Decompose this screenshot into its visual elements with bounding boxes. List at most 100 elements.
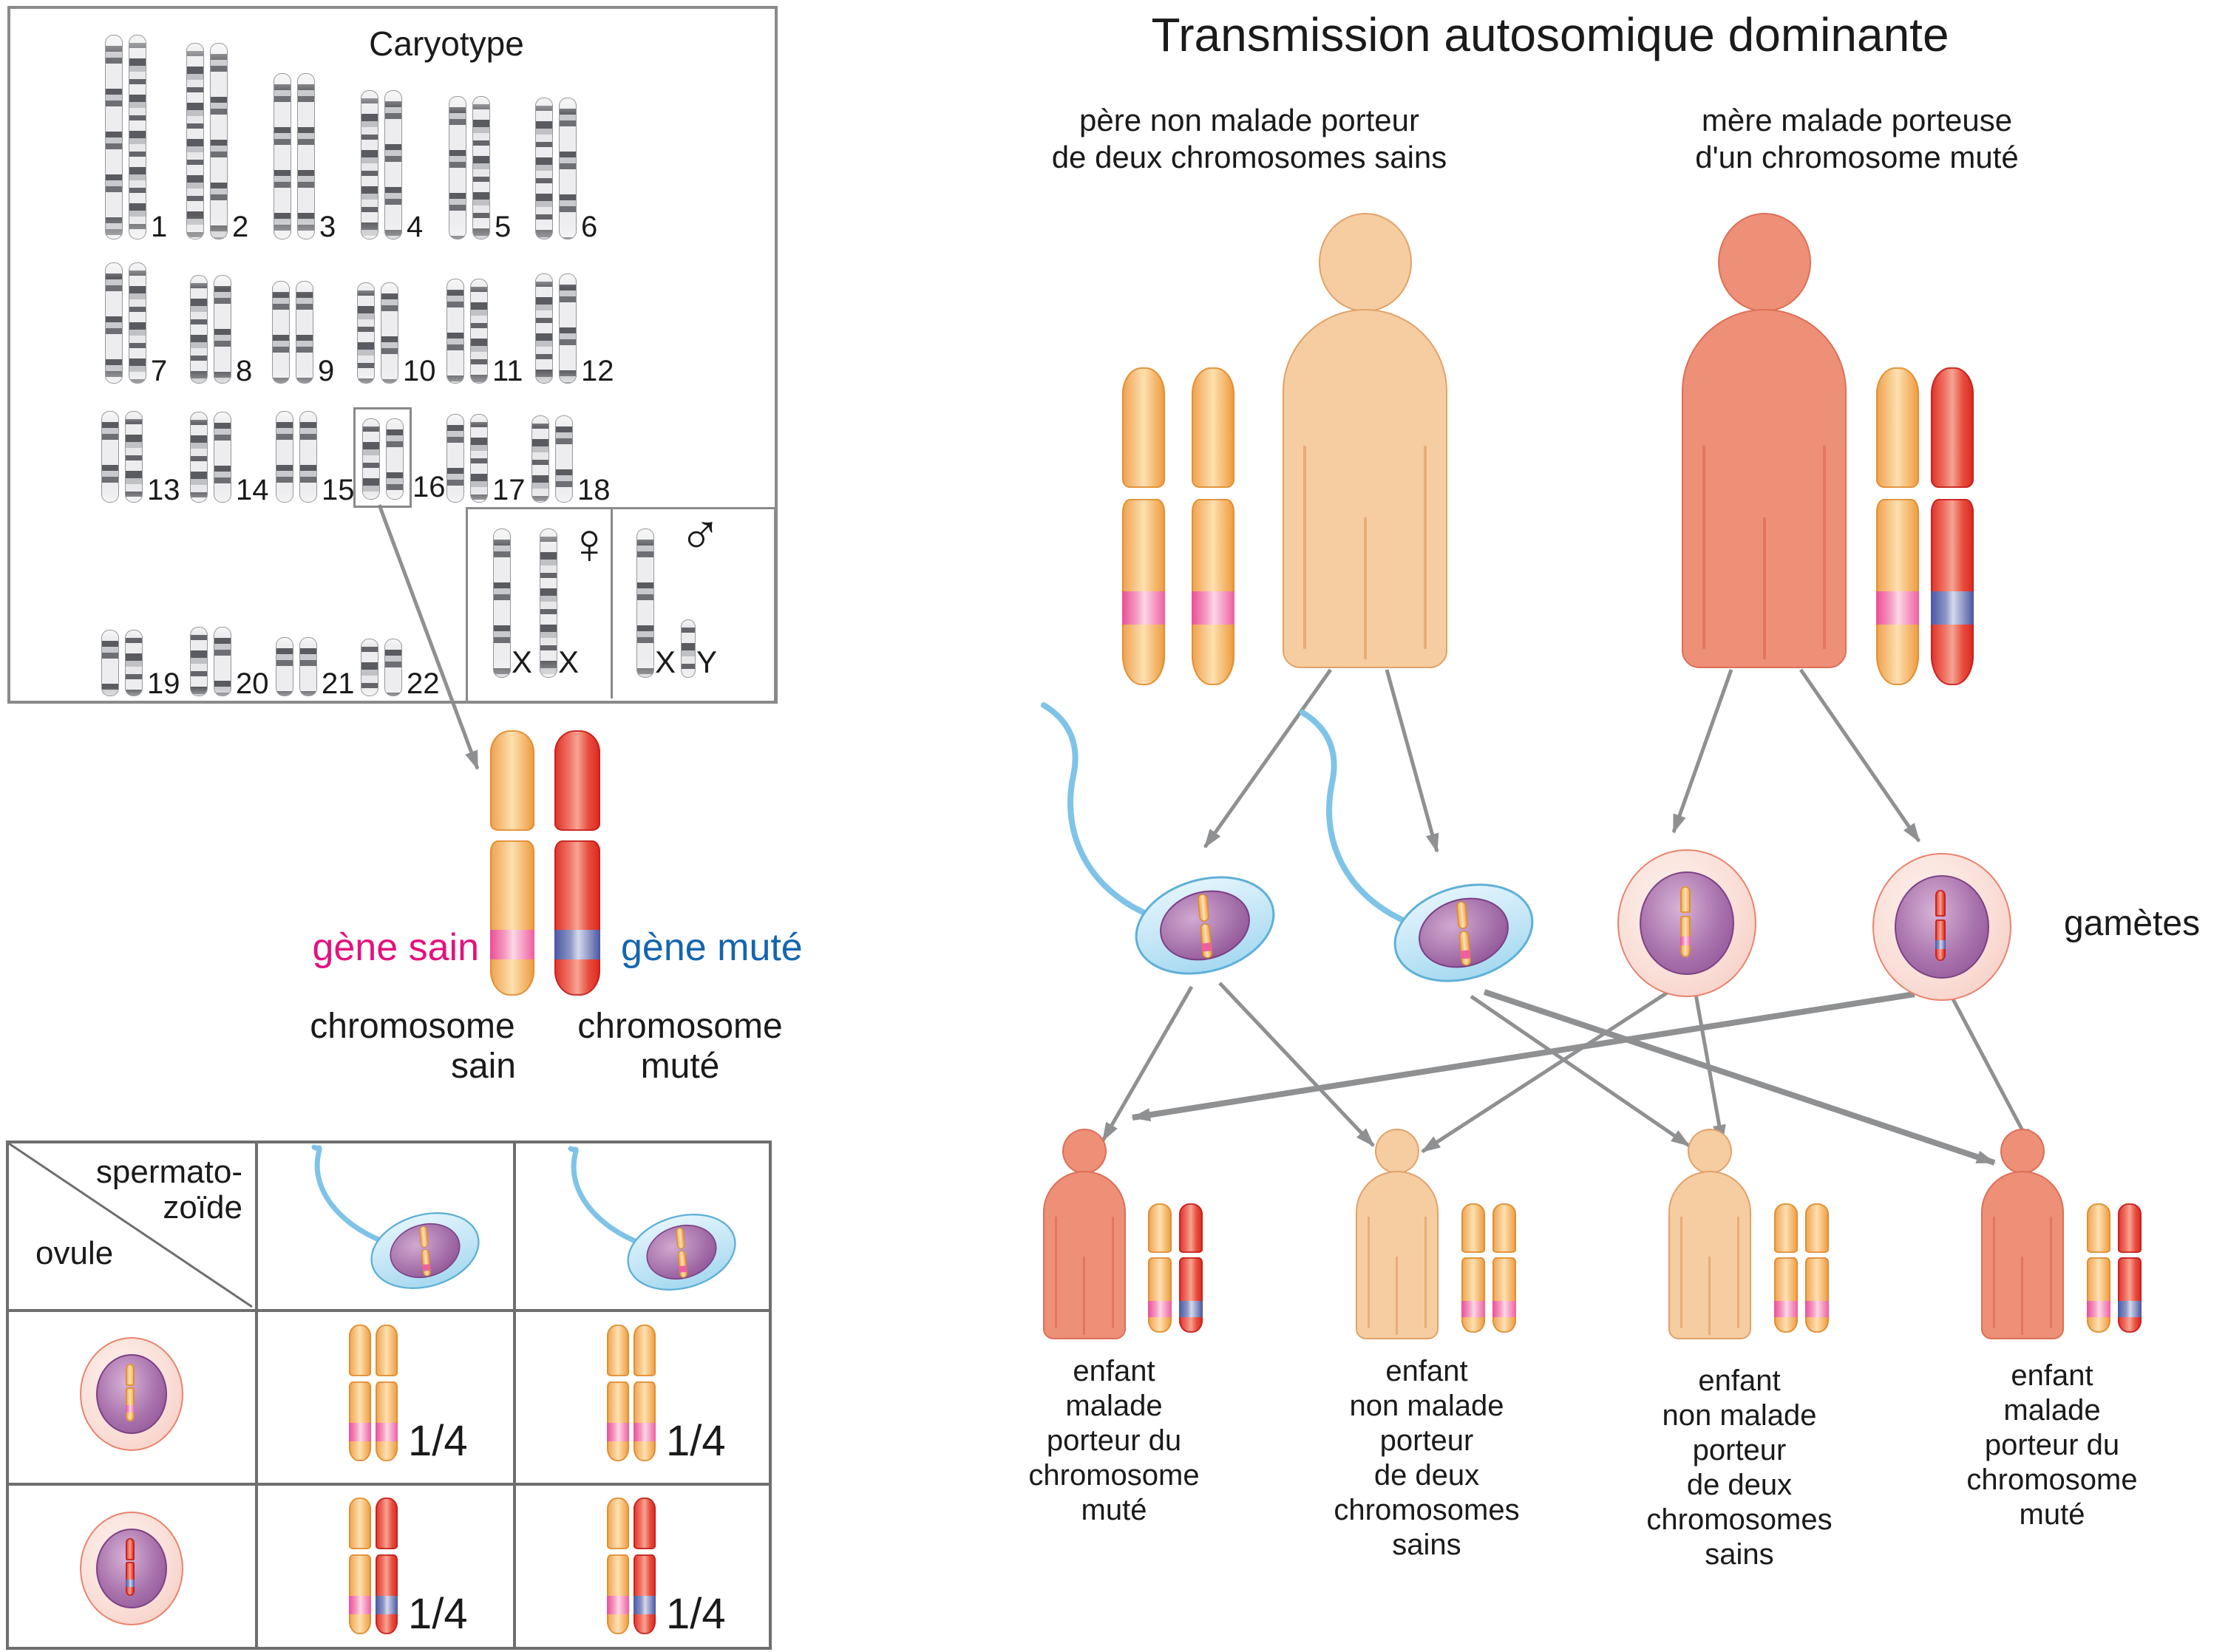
outcome-chromosome	[349, 1325, 371, 1461]
table-hline-1	[6, 1309, 772, 1312]
pair-number: 8	[236, 355, 253, 387]
pair-number: 12	[581, 355, 614, 387]
label-line: sain	[450, 1047, 516, 1086]
arm	[1122, 367, 1165, 489]
caption-line: porteur	[1692, 1434, 1787, 1466]
outcome-chromosome	[607, 1325, 629, 1461]
father-chromosome-2	[1192, 367, 1234, 685]
chromosome-glyph	[446, 414, 464, 503]
karyotype-panel: Caryotype	[7, 6, 778, 704]
arm	[1680, 915, 1691, 957]
arm	[349, 1498, 371, 1550]
punnett-square	[6, 1141, 772, 1650]
healthy-gene-band	[1774, 1301, 1798, 1317]
arm	[1805, 1203, 1829, 1253]
figure-body	[1668, 1171, 1751, 1339]
outcome-chromosome	[349, 1498, 371, 1634]
karyotype-pair-18: 18	[531, 415, 611, 506]
arm-line	[1303, 446, 1306, 649]
y-label: Y	[696, 645, 718, 679]
chromosome-glyph	[299, 637, 317, 696]
arm	[376, 1554, 398, 1634]
arm	[607, 1325, 629, 1377]
chromosome-glyph	[101, 411, 119, 503]
chromosome-glyph	[276, 637, 293, 696]
figure-body	[1682, 309, 1847, 668]
figure-head	[1375, 1129, 1419, 1174]
chromosome-glyph	[446, 279, 464, 384]
chromosome-glyph	[535, 98, 553, 239]
arm	[607, 1498, 629, 1550]
child1-figure	[1043, 1129, 1126, 1339]
child1-caption: enfant malade porteur du chromosome muté	[974, 1354, 1254, 1528]
chromosome16-highlight-box	[353, 407, 412, 508]
chromosome-glyph	[361, 639, 378, 696]
pair-number: 10	[403, 355, 436, 387]
mutated-gene-band	[1931, 591, 1974, 625]
chromosome-glyph	[186, 43, 204, 239]
spermatozoide-header: spermato- zoïde	[44, 1155, 242, 1226]
chromosome-glyph	[540, 528, 557, 678]
pair-number: 1	[151, 211, 168, 243]
sperm-tail	[1300, 710, 1415, 927]
caption-line: enfant	[1073, 1355, 1155, 1387]
egg2-to-child4-arrow	[1949, 995, 2034, 1149]
chromosome-glyph	[272, 281, 290, 384]
child1-chromosome-healthy	[1148, 1203, 1172, 1333]
pair-number: 7	[151, 355, 168, 387]
mother-to-egg2-arrow	[1799, 668, 1921, 843]
caption-line: non malade	[1662, 1399, 1817, 1432]
chromosome-glyph	[470, 414, 488, 503]
child4-caption: enfant malade porteur du chromosome muté	[1912, 1359, 2193, 1532]
arm	[1148, 1257, 1172, 1333]
arm-line	[1737, 1217, 1739, 1328]
caption-line: malade	[1065, 1390, 1163, 1422]
chromosome-bottom-arm	[490, 840, 534, 996]
healthy-gene-band	[1805, 1301, 1829, 1317]
caption-line: chromosome	[1028, 1459, 1200, 1492]
arm	[634, 1498, 656, 1550]
arm-line	[1424, 1217, 1427, 1328]
egg2-to-child1-arrow	[1131, 991, 1915, 1122]
table-hline-2	[6, 1483, 772, 1486]
ovule-header: ovule	[35, 1235, 114, 1271]
gene-mute-label: gène muté	[621, 926, 803, 969]
sperm1-to-child1-arrow	[1101, 985, 1194, 1142]
arm	[376, 1325, 398, 1377]
arm	[1774, 1203, 1798, 1253]
chromosome-glyph	[214, 275, 231, 384]
karyotype-pair-11: 11	[446, 279, 523, 387]
enlarged-mutated-chromosome	[554, 730, 600, 996]
mutated-gene-band	[126, 1580, 135, 1587]
fraction-label: 1/4	[666, 1590, 726, 1638]
karyotype-pair-12: 12	[535, 273, 614, 387]
pair-number: 5	[495, 211, 512, 243]
child3-chromosome-2	[1805, 1203, 1829, 1333]
arm	[376, 1381, 398, 1461]
karyotype-title: Caryotype	[369, 24, 524, 63]
chromosome-glyph	[449, 96, 466, 239]
chromosome-glyph	[125, 411, 143, 503]
pair-number: 14	[236, 474, 269, 506]
sperm2-to-child3-arrow	[1470, 994, 1691, 1148]
karyotype-pair-16: 16	[362, 418, 446, 503]
karyotype-pair-20: 20	[190, 627, 269, 700]
egg1-to-child2-arrow	[1421, 988, 1672, 1154]
arm	[2118, 1257, 2142, 1333]
chromosome-glyph	[274, 73, 291, 239]
chromosome-glyph	[190, 412, 208, 503]
chromosome-glyph	[296, 281, 313, 384]
figure-head	[1688, 1129, 1732, 1174]
arm-line	[1424, 446, 1427, 649]
chromosome-glyph	[297, 73, 315, 239]
chromosome-glyph	[361, 90, 378, 239]
chromosome-glyph	[299, 411, 317, 503]
male-symbol-icon: ♂	[679, 502, 722, 567]
chromosome-glyph	[535, 273, 553, 384]
chromosome-glyph	[386, 418, 404, 500]
arm-line	[1993, 1217, 1995, 1328]
egg-chromosome	[126, 1538, 135, 1596]
pair-number: 20	[236, 667, 269, 700]
header-line: spermato-	[95, 1154, 242, 1190]
arm-line	[1368, 1217, 1370, 1328]
